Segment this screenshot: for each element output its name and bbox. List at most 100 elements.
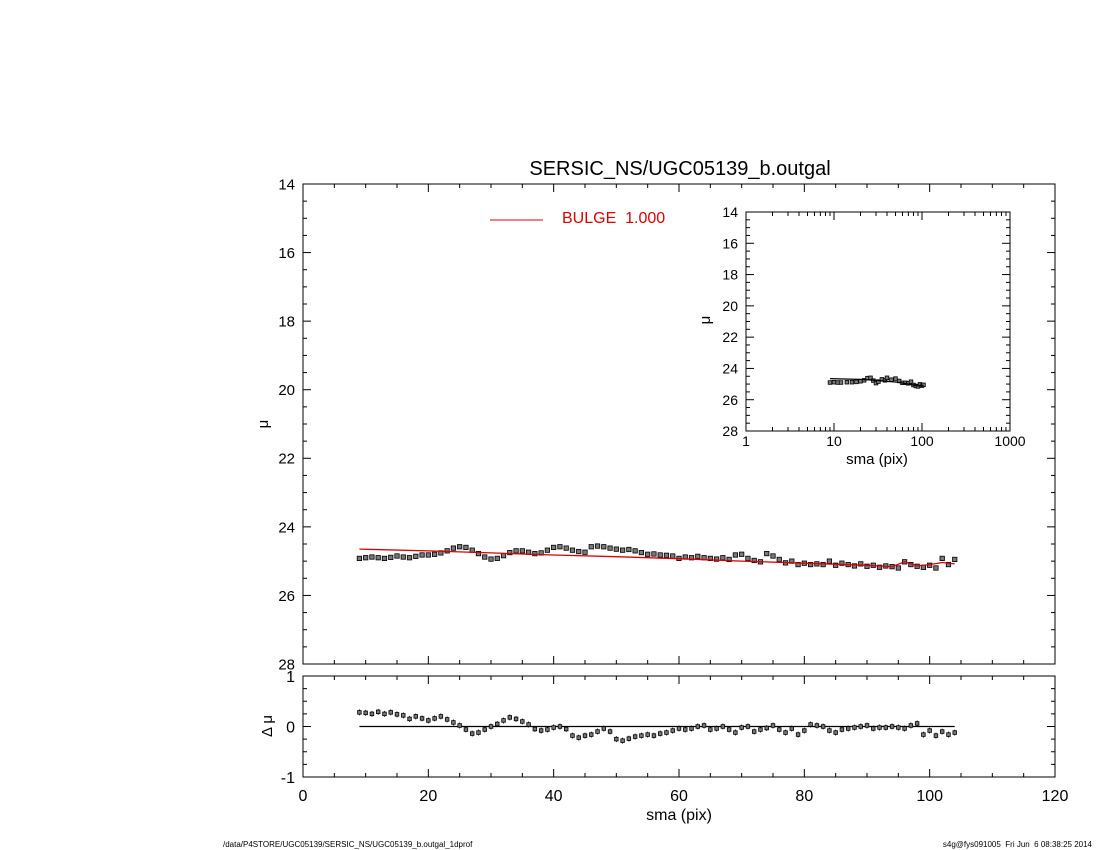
data-point [777, 727, 782, 732]
data-point [457, 723, 462, 728]
data-point [689, 726, 694, 731]
data-point [695, 724, 700, 729]
legend: BULGE 1.000 [490, 210, 665, 227]
data-point [921, 382, 926, 388]
y-tick-label: 18 [278, 314, 295, 331]
data-point [520, 719, 525, 724]
data-point [545, 727, 550, 732]
data-point [394, 553, 400, 559]
data-point [557, 544, 563, 550]
data-point [739, 725, 744, 730]
data-point [770, 553, 776, 559]
data-point [620, 547, 626, 553]
data-point [708, 727, 713, 732]
data-point [776, 556, 782, 563]
data-point [544, 547, 551, 553]
y-tick-label: 22 [722, 329, 738, 345]
data-point [927, 728, 932, 733]
data-point [676, 726, 682, 731]
data-point [939, 555, 945, 562]
data-point [933, 733, 939, 738]
data-point [876, 564, 883, 570]
data-point [839, 727, 845, 732]
data-point [476, 730, 481, 735]
data-point [507, 715, 512, 720]
y-tick-label: 26 [278, 588, 295, 605]
data-point [394, 712, 400, 717]
y-tick-label: 14 [278, 176, 295, 193]
y-tick-label: 24 [722, 360, 738, 376]
data-point [494, 555, 500, 562]
y-tick-label: 1 [286, 669, 295, 686]
data-point [588, 544, 594, 550]
data-point [626, 736, 632, 741]
data-point [908, 379, 914, 384]
data-point [808, 561, 814, 568]
data-point [758, 727, 763, 732]
legend-label-bulge: BULGE 1.000 [562, 210, 665, 227]
data-point [357, 710, 362, 715]
data-point [914, 721, 920, 726]
data-point [902, 726, 907, 731]
y-tick-label: 26 [722, 392, 738, 408]
data-point [388, 554, 394, 560]
y-tick-label: 18 [722, 267, 738, 283]
residual-axis-ticks: 0 20 40 60 80 100 120-101 [281, 669, 1069, 805]
y-tick-label: 20 [722, 298, 738, 314]
y-tick-label: 20 [278, 382, 295, 399]
data-point [726, 727, 732, 732]
data-point [658, 731, 663, 736]
data-point [425, 552, 431, 558]
data-point [802, 728, 807, 733]
data-point [407, 716, 412, 722]
data-point [413, 714, 418, 719]
data-point [519, 548, 525, 554]
data-point [933, 565, 939, 571]
data-point [388, 710, 393, 715]
data-point [451, 720, 456, 725]
data-point [582, 549, 588, 555]
chart-title: SERSIC_NS/UGC05139_b.outgal [529, 158, 830, 180]
main-model-curve [359, 548, 955, 568]
data-point [532, 551, 538, 557]
data-point [488, 556, 494, 562]
main-axis-ticks: 14 16 18 20 22 24 26 28 [278, 176, 1056, 673]
data-point [707, 555, 713, 562]
data-point [601, 726, 606, 731]
data-point [645, 732, 650, 737]
data-point [419, 552, 425, 558]
data-point [645, 551, 651, 557]
residual-data-points [357, 708, 957, 744]
data-point [720, 555, 726, 561]
data-point [833, 730, 838, 735]
data-point [871, 726, 876, 731]
data-point [607, 545, 613, 551]
data-point [864, 563, 870, 569]
data-point [463, 544, 469, 551]
data-point [613, 546, 619, 552]
data-point [431, 551, 438, 557]
data-point [745, 555, 751, 562]
data-point [651, 551, 657, 557]
data-point [764, 725, 769, 731]
data-point [369, 711, 375, 717]
x-tick-label: 80 [795, 788, 813, 805]
data-point [381, 555, 388, 562]
data-point [745, 724, 751, 729]
data-point [670, 553, 676, 559]
residual-panel: 0 20 40 60 80 100 120-101 Δ μ sma (pix) [259, 669, 1068, 824]
data-point [582, 733, 588, 738]
data-point [827, 380, 833, 385]
data-point [382, 711, 387, 717]
data-point [594, 543, 601, 549]
x-tick-label: 120 [1042, 788, 1069, 805]
data-point [839, 560, 845, 566]
data-point [651, 733, 657, 738]
data-point [732, 552, 739, 558]
data-point [375, 555, 381, 561]
data-point [557, 724, 563, 729]
data-point [752, 729, 757, 734]
data-point [864, 723, 870, 728]
data-point [833, 562, 839, 568]
data-point [482, 727, 487, 732]
